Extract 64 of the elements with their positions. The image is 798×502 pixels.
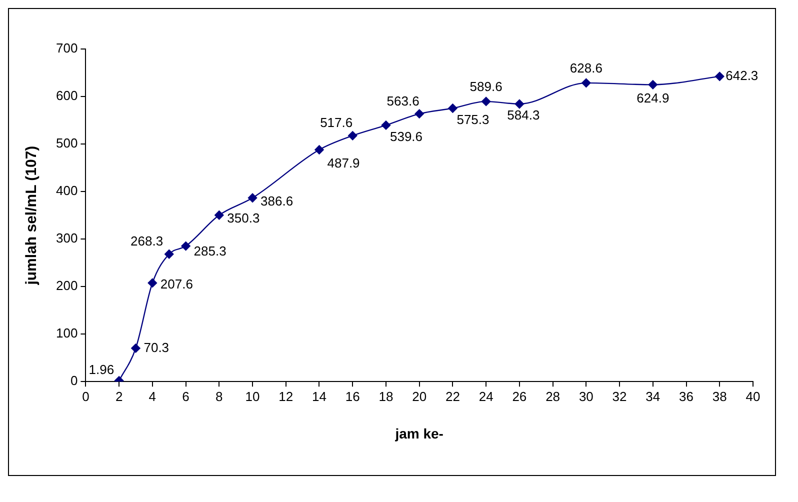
point: [381, 120, 391, 130]
x-tick-label: 16: [345, 388, 360, 404]
data-label: 642.3: [726, 68, 758, 83]
point: [314, 145, 324, 154]
y-tick-label: 0: [70, 373, 78, 388]
point: [414, 109, 424, 118]
x-tick-label: 12: [278, 388, 294, 404]
x-tick-label: 38: [712, 388, 727, 404]
y-tick-label: 500: [56, 136, 78, 151]
point: [248, 193, 258, 203]
point: [481, 96, 491, 106]
point: [164, 250, 174, 259]
x-tick-label: 0: [82, 388, 90, 404]
x-tick-label: 22: [445, 388, 460, 404]
data-label: 589.6: [470, 79, 502, 94]
x-tick-label: 36: [679, 388, 694, 404]
point: [715, 72, 724, 82]
data-label: 1.96: [88, 362, 114, 378]
data-label: 350.3: [227, 210, 260, 226]
data-label: 563.6: [386, 93, 420, 108]
y-tick-label: 600: [56, 88, 78, 104]
x-tick-label: 14: [312, 388, 326, 404]
x-tick-label: 10: [245, 388, 260, 404]
y-tick-label: 100: [56, 326, 78, 341]
data-label: 487.9: [327, 155, 360, 170]
point: [148, 278, 158, 288]
x-tick-label: 34: [646, 388, 660, 404]
y-tick-label: 200: [56, 278, 78, 294]
y-tick-label: 300: [56, 230, 78, 246]
data-label: 539.6: [390, 128, 423, 144]
y-tick-label: 400: [56, 183, 78, 198]
point: [348, 131, 358, 140]
x-tick-label: 20: [412, 388, 427, 404]
point: [214, 210, 224, 220]
point: [648, 80, 658, 90]
data-label: 285.3: [194, 244, 226, 259]
data-label: 628.6: [570, 60, 602, 76]
x-tick-label: 30: [578, 388, 594, 404]
x-tick-label: 28: [546, 388, 560, 404]
data-label: 207.6: [160, 276, 193, 292]
x-tick-label: 6: [182, 388, 190, 404]
x-axis-title: jam ke-: [394, 425, 444, 442]
x-tick-label: 24: [478, 388, 494, 404]
y-tick-label: 700: [56, 40, 78, 56]
point: [582, 78, 591, 88]
point: [448, 104, 458, 113]
x-tick-label: 32: [612, 388, 627, 404]
data-label: 517.6: [320, 115, 353, 130]
x-tick-label: 40: [746, 388, 760, 404]
x-tick-label: 8: [216, 388, 223, 404]
data-label: 268.3: [130, 234, 164, 249]
point: [514, 99, 524, 109]
data-label: 386.6: [260, 193, 294, 208]
data-label: 70.3: [144, 340, 170, 355]
data-label: 575.3: [456, 112, 490, 127]
data-label: 584.3: [507, 108, 540, 123]
x-tick-label: 2: [115, 388, 123, 404]
x-tick-label: 4: [148, 388, 156, 404]
y-axis-title: jumlah sel/mL (107): [23, 146, 40, 286]
x-tick-label: 26: [512, 388, 527, 404]
point: [181, 241, 190, 251]
x-tick-label: 18: [378, 388, 394, 404]
data-label: 624.9: [636, 90, 670, 106]
point: [131, 344, 140, 353]
